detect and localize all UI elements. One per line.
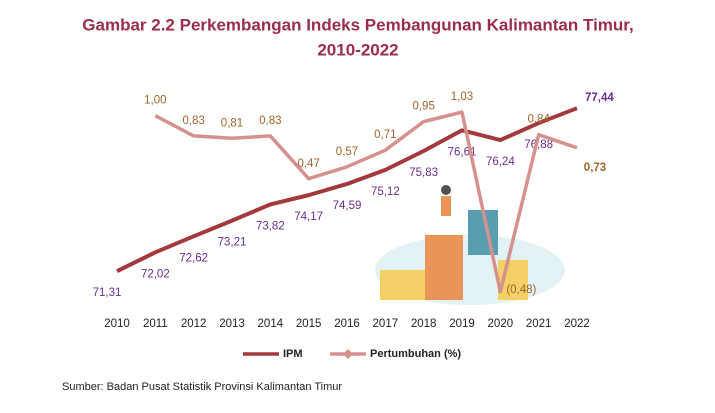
- x-tick-label: 2021: [526, 318, 552, 330]
- data-label: 0,81: [221, 117, 243, 129]
- source-note: Sumber: Badan Pusat Statistik Provinsi K…: [62, 381, 342, 393]
- data-label: 0,84: [527, 114, 550, 126]
- data-label: 0,83: [259, 115, 281, 127]
- data-label: 71,31: [93, 287, 122, 299]
- x-tick-label: 2010: [104, 318, 130, 330]
- chart-title: Gambar 2.2 Perkembangan Indeks Pembangun…: [82, 15, 633, 34]
- data-label: 1,03: [451, 91, 473, 103]
- data-label: 73,82: [256, 220, 285, 232]
- data-label: 75,12: [371, 186, 400, 198]
- x-tick-label: 2020: [488, 318, 514, 330]
- data-label: 72,02: [141, 268, 170, 280]
- data-label: 1,00: [144, 95, 166, 107]
- data-label: 0,71: [374, 129, 396, 141]
- data-label: 0,73: [584, 162, 606, 174]
- legend-marker: [343, 349, 353, 359]
- data-label: 74,59: [333, 200, 362, 212]
- legend-label: IPM: [283, 348, 303, 360]
- x-tick-label: 2013: [219, 318, 245, 330]
- data-label: 76,24: [486, 156, 515, 168]
- data-label: 73,21: [218, 237, 247, 249]
- data-label: 77,44: [585, 92, 614, 104]
- data-label: 0,47: [297, 158, 319, 170]
- data-label: 72,62: [179, 252, 208, 264]
- series-line: [154, 110, 578, 294]
- data-label: 0,57: [336, 146, 358, 158]
- x-tick-label: 2014: [258, 318, 284, 330]
- data-label: 0,83: [182, 115, 204, 127]
- data-label: (0,48): [506, 284, 536, 296]
- data-label: 76,88: [524, 139, 553, 151]
- x-tick-label: 2017: [373, 318, 399, 330]
- legend-label: Pertumbuhan (%): [370, 348, 461, 360]
- x-tick-label: 2019: [449, 318, 475, 330]
- x-tick-label: 2011: [143, 318, 168, 330]
- data-label: 74,17: [294, 211, 323, 223]
- chart-title: 2010-2022: [317, 40, 398, 59]
- x-tick-label: 2015: [296, 318, 322, 330]
- series-line: [116, 106, 578, 273]
- x-tick-label: 2022: [564, 318, 590, 330]
- data-label: 0,95: [412, 101, 434, 113]
- x-tick-label: 2018: [411, 318, 437, 330]
- x-tick-label: 2016: [334, 318, 360, 330]
- data-label: 75,83: [409, 167, 438, 179]
- x-tick-label: 2012: [181, 318, 207, 330]
- illustration: [375, 185, 565, 305]
